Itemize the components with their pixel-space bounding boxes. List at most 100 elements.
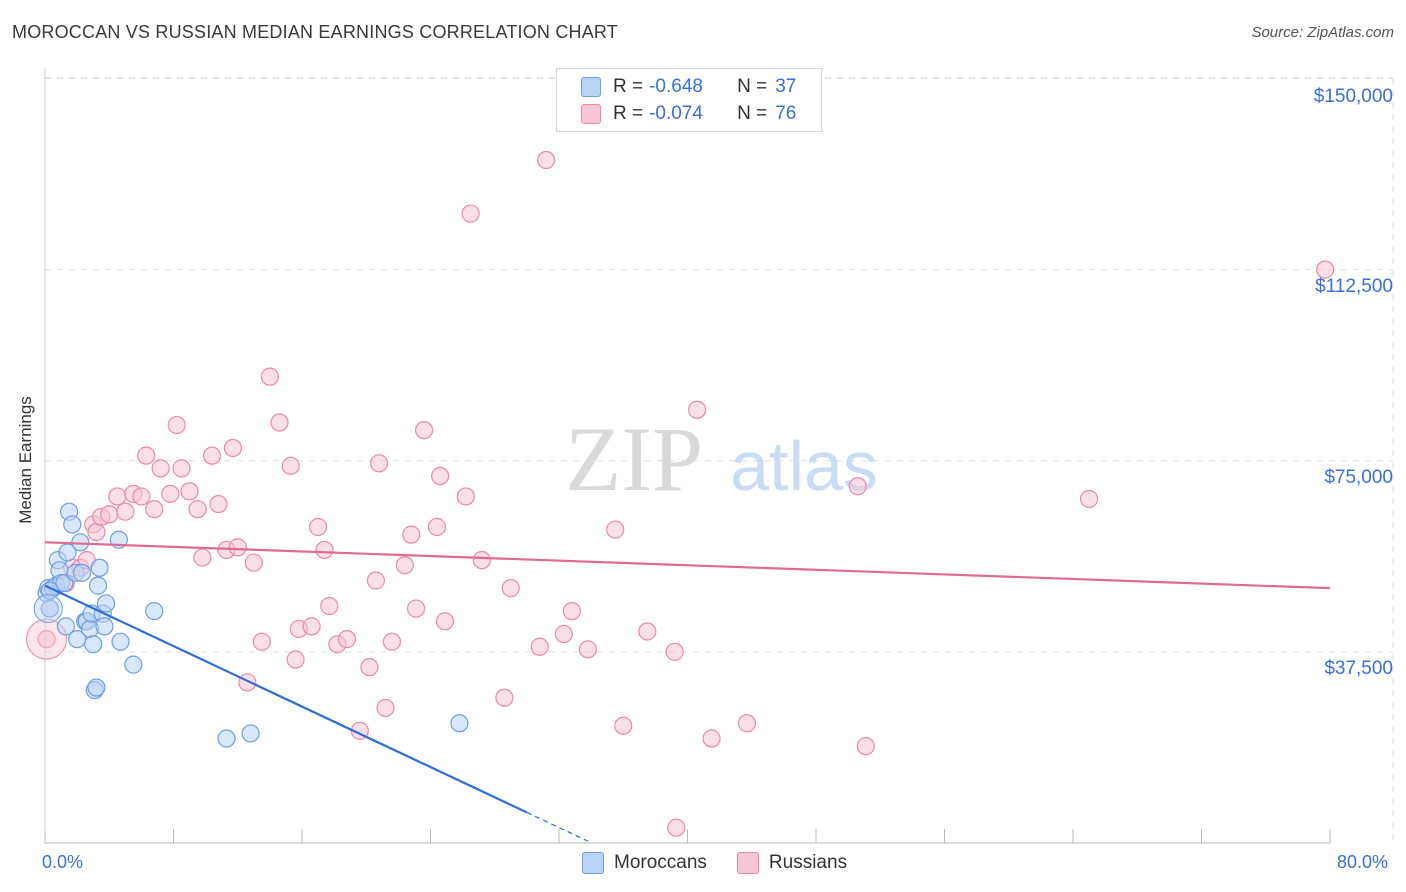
legend-n-value-moroccans: 37 [775, 76, 797, 97]
russian-point-54 [435, 612, 455, 631]
russian-point-58 [495, 688, 514, 707]
moroccan-point-24 [88, 576, 108, 595]
x-tick-label-min: 0.0% [42, 852, 84, 872]
russian-point-61 [537, 150, 556, 170]
y-axis-title: Median Earnings [16, 396, 35, 524]
y-tick-label-112500: $112,500 [1315, 276, 1393, 297]
russian-point-0 [37, 630, 56, 649]
russian-point-74 [856, 737, 875, 756]
russian-point-52 [427, 517, 447, 537]
russian-point-67 [638, 622, 657, 641]
legend-row-russians: R = -0.074 N = 76 [581, 102, 796, 126]
russian-point-57 [472, 551, 491, 570]
legend-row-moroccans: R = -0.648 N = 37 [581, 75, 796, 99]
russian-point-72 [737, 714, 757, 733]
moroccan-point-32 [145, 601, 164, 621]
russian-point-31 [260, 367, 279, 386]
moroccan-point-30 [111, 632, 130, 651]
series-russians [26, 150, 1335, 837]
russian-point-26 [223, 438, 243, 458]
russian-point-9 [100, 505, 119, 524]
russian-point-36 [302, 617, 321, 636]
moroccan-point-35 [450, 714, 469, 733]
series-legend: Moroccans Russians [582, 852, 877, 874]
legend-label-moroccans: Moroccans [614, 852, 707, 873]
moroccan-swatch [582, 852, 604, 874]
legend-item-russians[interactable]: Russians [736, 852, 848, 874]
russian-point-56 [461, 204, 480, 223]
russian-point-45 [370, 454, 389, 473]
legend-n-value-russians: 76 [775, 103, 797, 124]
series-moroccans [33, 502, 469, 748]
correlation-legend: R = -0.648 N = 37 R = -0.074 N = 76 [556, 68, 822, 132]
moroccan-point-9 [56, 617, 75, 636]
moroccan-swatch [581, 77, 601, 97]
legend-r-value-moroccans: -0.648 [649, 76, 703, 97]
russian-point-37 [308, 517, 328, 537]
moroccan-point-34 [241, 724, 260, 743]
y-tick-label-37500: $37,500 [1324, 658, 1393, 679]
moroccan-point-16 [72, 563, 92, 582]
russian-point-63 [562, 601, 581, 621]
russian-point-10 [108, 487, 127, 506]
russian-point-7 [87, 522, 106, 542]
moroccan-point-28 [96, 594, 116, 613]
moroccan-point-12 [63, 515, 82, 534]
moroccan-point-14 [68, 630, 87, 649]
russian-point-16 [151, 459, 170, 478]
russian-point-53 [431, 466, 450, 486]
russian-point-66 [614, 716, 633, 735]
russian-point-11 [116, 502, 135, 521]
russian-point-17 [161, 484, 180, 503]
moroccan-point-25 [90, 558, 109, 577]
y-tick-label-150000: $150,000 [1313, 86, 1393, 107]
russian-point-47 [382, 632, 402, 651]
moroccan-point-33 [217, 729, 236, 748]
chart-title: MOROCCAN VS RUSSIAN MEDIAN EARNINGS CORR… [12, 22, 619, 42]
russian-point-24 [209, 494, 228, 514]
russian-point-39 [320, 596, 339, 616]
legend-item-moroccans[interactable]: Moroccans [582, 852, 707, 874]
russian-swatch [581, 104, 601, 124]
russian-point-41 [337, 630, 357, 649]
russian-point-50 [406, 599, 426, 618]
russian-point-28 [238, 673, 257, 692]
russian-point-44 [366, 571, 385, 590]
legend-n-label: N = [737, 76, 768, 97]
legend-r-value-russians: -0.074 [649, 103, 703, 124]
legend-r-label: R = [613, 76, 644, 97]
y-tick-label-75000: $75,000 [1324, 467, 1393, 488]
russian-point-75 [1079, 489, 1099, 509]
russian-point-68 [665, 642, 684, 661]
moroccan-point-23 [87, 678, 106, 697]
russian-point-20 [180, 482, 199, 501]
russian-trend-line [44, 541, 1331, 590]
russian-point-49 [402, 525, 421, 544]
russian-point-29 [244, 553, 263, 572]
moroccan-trend-extension [526, 811, 592, 844]
moroccan-point-2 [40, 599, 59, 618]
russian-point-46 [376, 698, 395, 718]
legend-n-label: N = [737, 103, 768, 124]
russian-point-18 [167, 415, 186, 435]
russian-point-64 [578, 640, 598, 659]
russian-point-69 [667, 818, 686, 837]
moroccan-point-27 [95, 617, 114, 636]
russian-point-76 [1316, 260, 1335, 279]
russian-point-14 [137, 446, 156, 465]
russian-point-51 [414, 421, 434, 440]
russian-point-59 [501, 579, 520, 598]
trend-lines [44, 541, 1331, 844]
russian-point-62 [554, 624, 573, 644]
russian-point-60 [530, 637, 549, 656]
russian-point-65 [606, 520, 625, 539]
russian-point-15 [145, 500, 164, 519]
source-note: Source: ZipAtlas.com [1251, 24, 1394, 41]
moroccan-point-8 [55, 573, 74, 593]
russian-point-23 [202, 446, 222, 465]
moroccan-point-21 [84, 635, 103, 654]
russian-point-43 [360, 658, 379, 677]
legend-label-russians: Russians [768, 852, 848, 873]
watermark-zip: ZIP [565, 408, 703, 510]
